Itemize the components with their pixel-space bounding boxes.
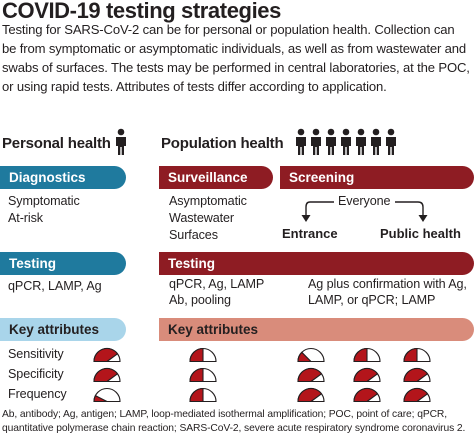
gauge-icon bbox=[189, 367, 217, 383]
gauge-icon bbox=[297, 367, 325, 383]
population-health-heading: Population health bbox=[161, 135, 284, 152]
gauge-icon bbox=[353, 387, 381, 403]
population-testing-pill: Testing bbox=[159, 252, 474, 275]
population-key-attributes-pill: Key attributes bbox=[159, 318, 474, 341]
population-testing-screening-line1: Ag plus confirmation with Ag, bbox=[308, 277, 467, 291]
population-testing-surveillance-line2: Ab, pooling bbox=[169, 293, 231, 307]
gauge-icon bbox=[403, 367, 431, 383]
intro-text: Testing for SARS-CoV-2 can be for person… bbox=[2, 22, 470, 94]
surveillance-item-wastewater: Wastewater bbox=[169, 211, 235, 225]
gauge-icon bbox=[297, 387, 325, 403]
attribute-label-sensitivity: Sensitivity bbox=[8, 347, 64, 361]
population-testing-screening-line2: LAMP, or qPCR; LAMP bbox=[308, 293, 436, 307]
footnote: Ab, antibody; Ag, antigen; LAMP, loop-me… bbox=[2, 409, 466, 434]
screening-everyone: Everyone bbox=[338, 194, 391, 208]
gauge-icon bbox=[93, 387, 121, 403]
gauge-icon bbox=[403, 387, 431, 403]
arrow-icon bbox=[395, 201, 428, 222]
gauge-icon bbox=[353, 347, 381, 363]
personal-testing-pill: Testing bbox=[0, 252, 126, 275]
gauge-icon bbox=[297, 347, 325, 363]
screening-entrance: Entrance bbox=[282, 226, 338, 241]
screening-pill: Screening bbox=[280, 166, 474, 189]
attribute-label-specificity: Specificity bbox=[8, 367, 64, 381]
gauge-icon bbox=[353, 367, 381, 383]
figure-title: COVID-19 testing strategies bbox=[2, 0, 281, 23]
personal-health-heading: Personal health bbox=[2, 135, 111, 152]
diagnostics-item-symptomatic: Symptomatic bbox=[8, 194, 80, 208]
population-people-icon bbox=[296, 128, 396, 155]
surveillance-pill: Surveillance bbox=[159, 166, 273, 189]
diagnostics-item-at-risk: At-risk bbox=[8, 211, 43, 225]
gauge-icon bbox=[93, 367, 121, 383]
personal-testing-methods: qPCR, LAMP, Ag bbox=[8, 279, 102, 293]
diagnostics-pill: Diagnostics bbox=[0, 166, 126, 189]
surveillance-item-surfaces: Surfaces bbox=[169, 228, 218, 242]
person-icon bbox=[116, 128, 126, 155]
gauge-icon bbox=[93, 347, 121, 363]
gauge-icon bbox=[189, 387, 217, 403]
arrow-icon bbox=[301, 201, 334, 222]
gauge-icon bbox=[189, 347, 217, 363]
gauge-icon bbox=[403, 347, 431, 363]
personal-key-attributes-pill: Key attributes bbox=[0, 318, 126, 341]
population-testing-surveillance-line1: qPCR, Ag, LAMP bbox=[169, 277, 265, 291]
screening-public-health: Public health bbox=[380, 226, 461, 241]
screening-arrows bbox=[301, 201, 428, 222]
surveillance-item-asymptomatic: Asymptomatic bbox=[169, 194, 247, 208]
attribute-label-frequency: Frequency bbox=[8, 387, 67, 401]
